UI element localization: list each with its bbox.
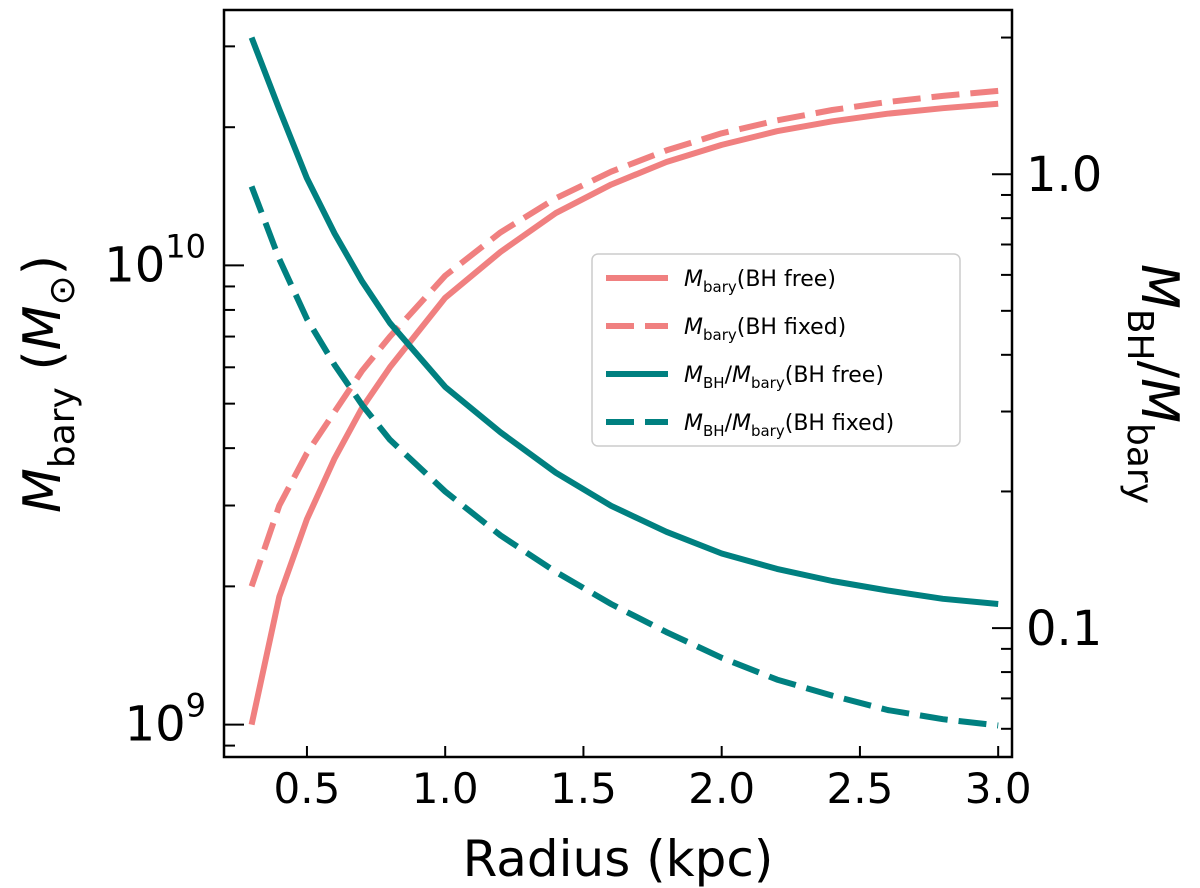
tick-layer: 0.5 1.0 1.5 2.0 2.5 3.0 109 1010 0.1 1.0 xyxy=(104,36,1102,813)
x-tick-label: 2.0 xyxy=(688,764,755,813)
series-line-1 xyxy=(248,87,999,588)
legend: Mbary(BH free) Mbary(BH fixed) MBH/Mbary(B… xyxy=(591,253,961,447)
x-tick-label: 1.5 xyxy=(550,764,617,813)
x-tick-label: 3.0 xyxy=(965,764,1032,813)
y-tick-label: 1010 xyxy=(104,227,206,293)
y2-tick-label: 1.0 xyxy=(1026,147,1102,203)
data-series-layer xyxy=(248,36,999,729)
series-line-0 xyxy=(248,100,999,726)
x-tick-label: 1.0 xyxy=(412,764,479,813)
y-axis-title: Mbary (M⊙) xyxy=(13,255,83,513)
legend-label-1: Mbary(BH fixed) xyxy=(684,315,846,344)
y-tick-label: 109 xyxy=(125,687,206,753)
plot-frame xyxy=(222,8,1014,759)
legend-label-2: MBH/Mbary(BH free) xyxy=(684,363,884,392)
y2-axis-title: MBH/Mbary xyxy=(1119,264,1189,504)
y2-tick-label: 0.1 xyxy=(1026,601,1102,657)
legend-box xyxy=(591,253,961,447)
x-tick-label: 0.5 xyxy=(274,764,341,813)
legend-label-0: Mbary(BH free) xyxy=(684,267,836,296)
series-line-3 xyxy=(248,185,999,729)
series-line-2 xyxy=(248,36,999,607)
x-axis-title: Radius (kpc) xyxy=(463,830,774,888)
x-tick-label: 2.5 xyxy=(827,764,894,813)
legend-label-3: MBH/Mbary(BH fixed) xyxy=(684,411,894,440)
